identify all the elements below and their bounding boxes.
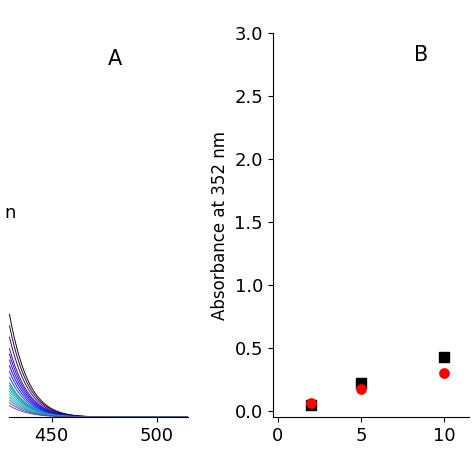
Text: B: B: [414, 45, 428, 64]
Y-axis label: Absorbance at 352 nm: Absorbance at 352 nm: [210, 131, 228, 319]
Point: [357, 379, 365, 387]
Text: A: A: [108, 48, 122, 69]
Point: [440, 353, 448, 361]
Text: n: n: [5, 204, 16, 222]
Point: [440, 369, 448, 377]
Point: [357, 386, 365, 393]
Point: [307, 399, 315, 406]
Point: [307, 401, 315, 408]
